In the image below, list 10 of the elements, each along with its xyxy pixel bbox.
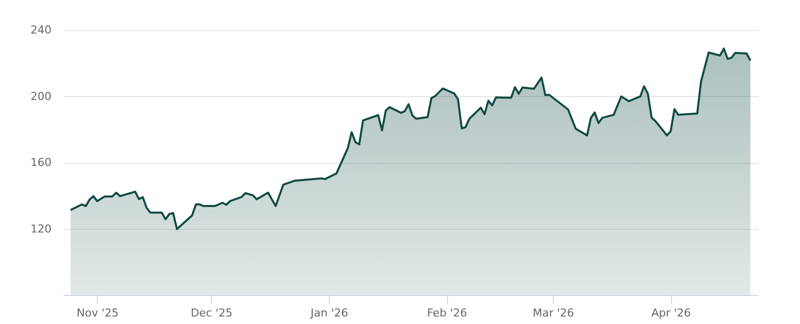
y-tick-label: 120: [30, 222, 52, 236]
y-tick-label: 200: [30, 90, 52, 103]
y-tick-label: 160: [30, 156, 52, 169]
x-tick-label: Dec '25: [190, 306, 233, 320]
x-tick-label: Jan '26: [310, 306, 348, 320]
y-tick-label: 240: [30, 24, 52, 36]
x-tick-label: Mar '26: [532, 306, 574, 320]
x-tick-label: Apr '26: [651, 306, 691, 320]
x-tick-label: Feb '26: [427, 306, 468, 320]
x-tick-label: Nov '25: [76, 306, 119, 320]
